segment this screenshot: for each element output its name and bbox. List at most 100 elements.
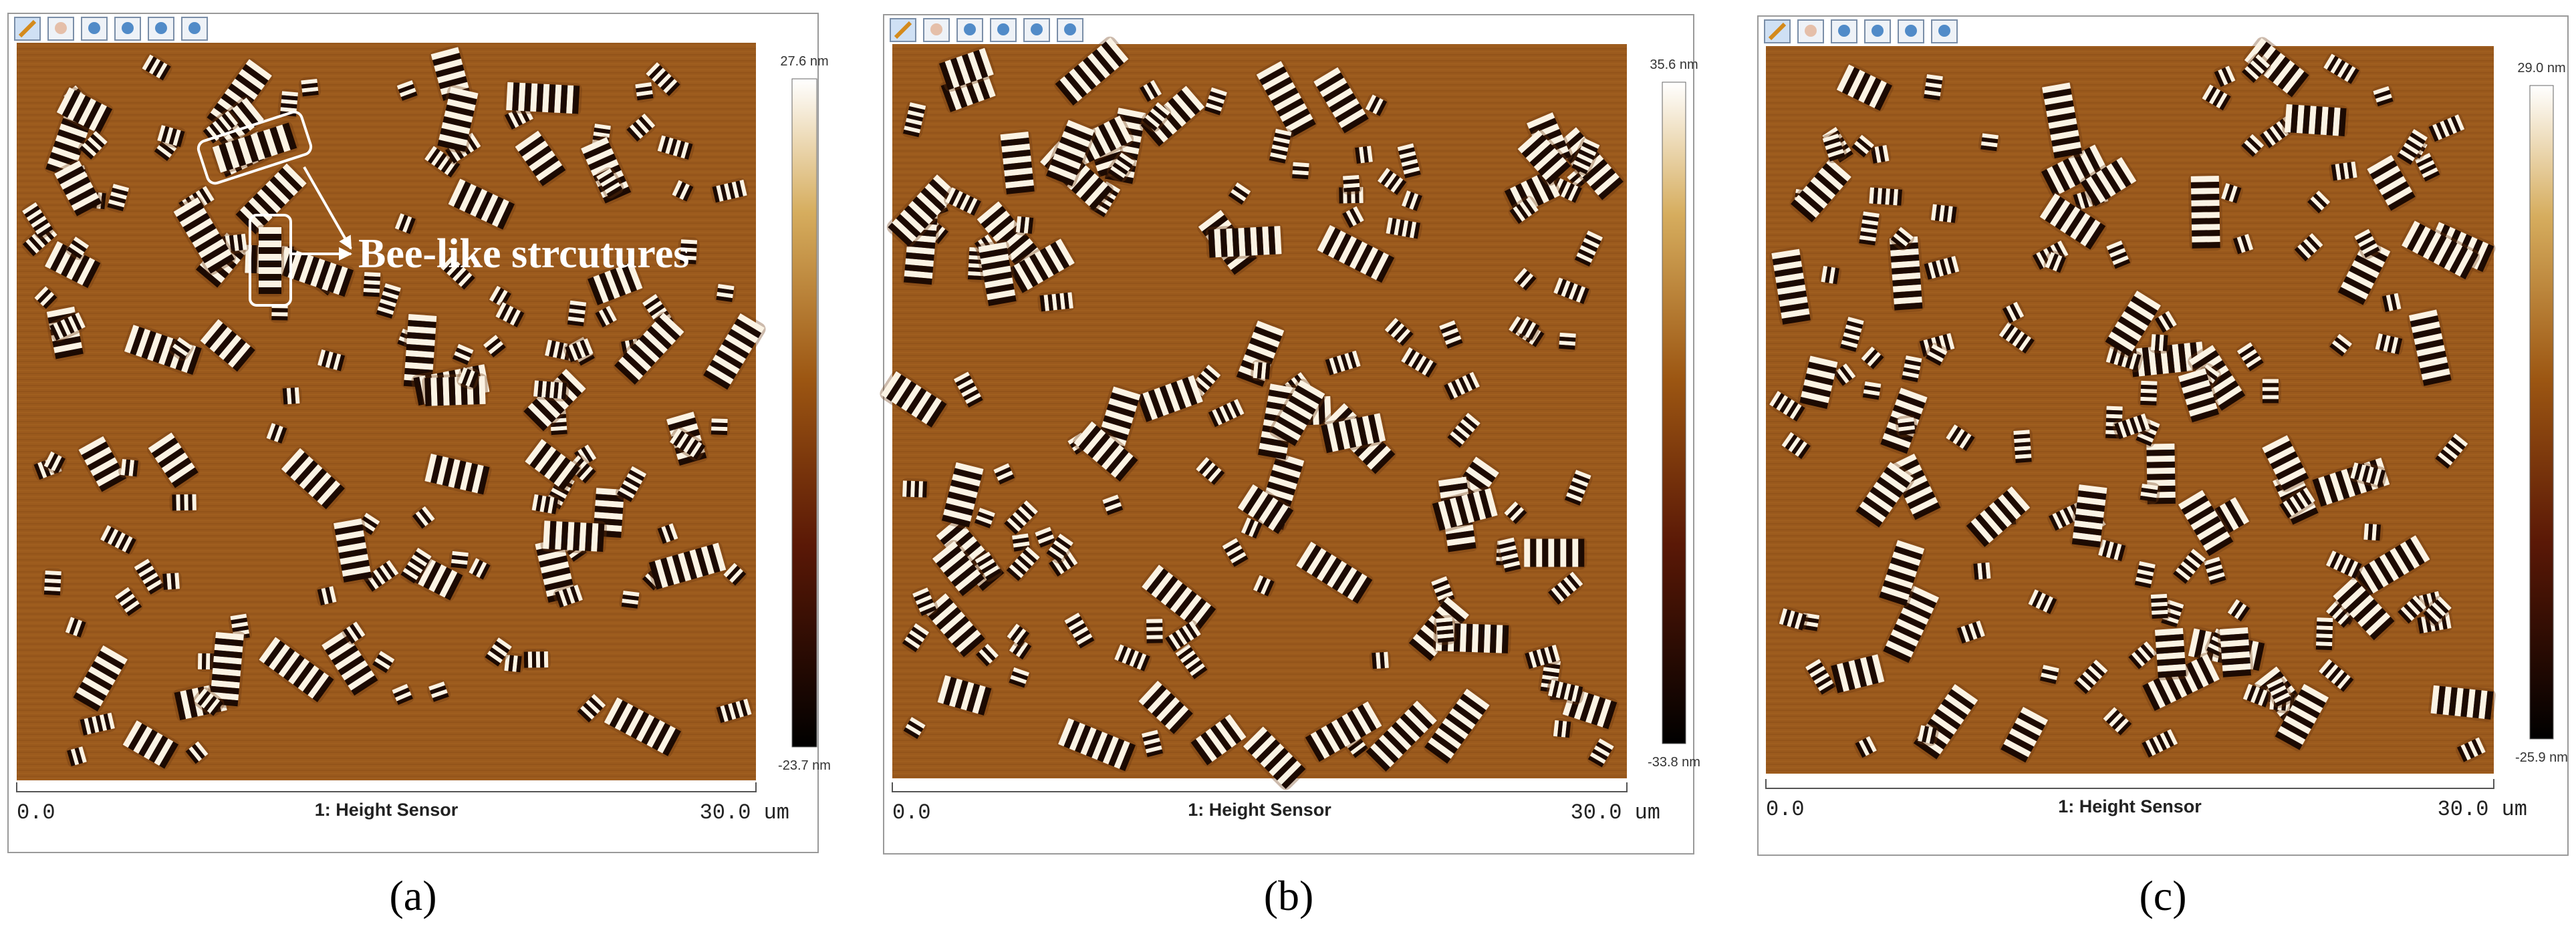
bee-structure [78,710,117,738]
bee-light [1377,168,1404,193]
bee-light [2278,683,2329,745]
bee-dark [2407,223,2479,280]
bee-dark [2105,295,2158,357]
bee-light [1270,128,1292,160]
bee-structure [2079,156,2138,208]
bee-structure [2407,307,2454,388]
toolbar-button[interactable] [1931,19,1958,43]
bee-structure [2413,151,2442,183]
bee-dark [2456,739,2482,762]
bee-structure [1251,359,1273,382]
bee-structure [1547,571,1584,606]
toolbar-button[interactable] [114,17,141,41]
bee-light [1091,181,1121,214]
bee-structure [1340,172,1363,195]
toolbar-button[interactable] [1023,18,1050,42]
toolbar-button[interactable] [956,18,983,42]
bee-structure [709,416,731,438]
bee-dark [69,618,86,638]
bee-light [1794,158,1851,218]
bee-structure [99,524,138,556]
bee-structure [2188,173,2223,251]
bee-structure [586,260,644,307]
bee-light [1222,538,1247,564]
toolbar-button[interactable] [1831,19,1857,43]
height-image [1766,37,2496,774]
bee-structure [390,682,415,707]
toolbar-button[interactable] [1864,19,1891,43]
bee-dark [49,314,82,341]
bee-dark [886,374,947,428]
bee-dark [205,323,255,372]
toolbar-button[interactable] [181,17,208,41]
toolbar-button[interactable] [990,18,1017,42]
bee-light [2041,665,2059,681]
bee-structure [2138,378,2160,408]
toolbar-button[interactable] [1057,18,1083,42]
bee-light [1428,688,1490,759]
bee-dark [1355,146,1369,164]
bee-structure [1868,142,1892,166]
bee-light [1114,644,1147,670]
bee-dark [376,287,400,319]
bee-light [1897,417,1915,432]
bee-light [259,227,281,287]
bee-light [533,380,563,399]
bee-light [2137,418,2160,443]
bee-structure [1138,78,1163,104]
bee-light [568,338,594,361]
bee-structure [362,559,400,593]
bee-light [22,202,51,235]
bee-light [902,480,923,498]
bee-structure [2148,591,2171,621]
bee-structure [1227,181,1252,206]
toolbar-button[interactable] [1764,19,1791,43]
bee-light [46,306,83,353]
bee-light [1836,363,1856,383]
toolbar-button[interactable] [1898,19,1924,43]
bee-structure [450,342,475,367]
bee-structure [280,447,346,510]
bee-dark [2013,434,2032,463]
bee-light [2400,595,2426,621]
bee-dark [977,555,1001,581]
bee-dark [2397,132,2426,165]
bee-structure [1552,276,1591,306]
bee-structure [1054,36,1130,107]
bee-light [1238,320,1285,381]
bee-dark [2435,436,2466,469]
bee-light [622,591,640,605]
bee-structure [1312,65,1370,135]
bee-structure [1396,141,1423,180]
bee-light [706,313,765,385]
toolbar-button[interactable] [81,17,108,41]
bee-dark [1557,720,1571,738]
bee-light [1345,206,1364,226]
toolbar-button[interactable] [148,17,174,41]
bee-dark [398,214,416,235]
toolbar-button[interactable] [14,17,41,41]
toolbar-button[interactable] [890,18,916,42]
annotation-arrow [303,166,352,250]
bee-light [1273,379,1325,441]
bee-structure [2096,537,2128,563]
bee-structure [72,644,129,713]
bee-light [1927,343,1948,363]
bee-structure [2212,64,2237,89]
bee-light [428,681,448,698]
bee-light [657,135,689,159]
bee-light [1924,74,1943,97]
x-start-label: 0.0 [17,800,55,825]
toolbar-button[interactable] [1797,19,1824,43]
bee-light [543,520,599,552]
bee-dark [2154,313,2174,333]
toolbar-button[interactable] [47,17,74,41]
toolbar-button[interactable] [923,18,950,42]
bee-dark [902,626,927,653]
bee-light [1310,701,1382,759]
bee-structure [2261,434,2311,492]
bee-structure [2265,676,2293,708]
bee-dark [1049,552,1075,577]
bee-dark [2140,384,2158,406]
